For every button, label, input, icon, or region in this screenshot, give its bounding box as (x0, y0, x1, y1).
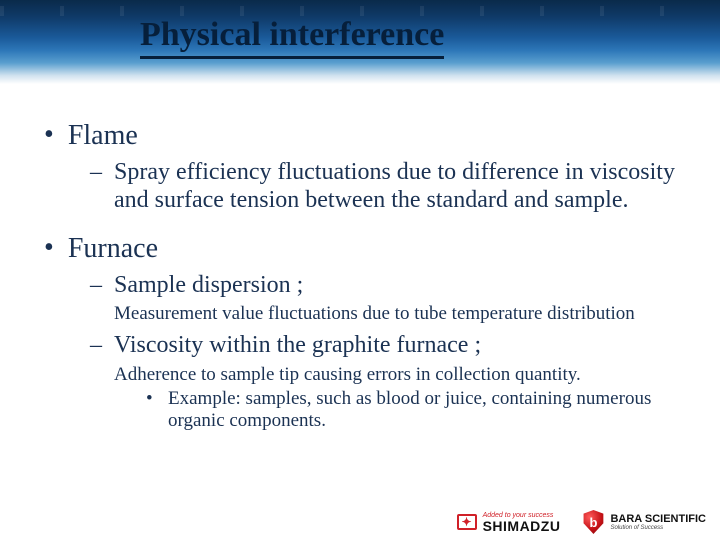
brand-tagline: Solution of Success (610, 525, 706, 531)
subitem-text: Spray efficiency fluctuations due to dif… (114, 158, 676, 215)
brand-name: SHIMADZU (483, 519, 561, 533)
shimadzu-logo-icon: ✦ (457, 514, 477, 530)
subitem-spray: – Spray efficiency fluctuations due to d… (90, 158, 676, 215)
brand-name: BARA SCIENTIFIC (610, 514, 706, 525)
slide-title: Physical interference (140, 16, 444, 59)
brand-shimadzu: ✦ Added to your success SHIMADZU (457, 512, 561, 533)
bullet-flame: • Flame (44, 120, 676, 152)
brand-text: BARA SCIENTIFIC Solution of Success (610, 514, 706, 531)
subitem-text: Viscosity within the graphite furnace ; (114, 331, 481, 359)
footer-brands: ✦ Added to your success SHIMADZU BARA SC… (457, 510, 706, 534)
dash-icon: – (90, 331, 104, 359)
slide-content: • Flame – Spray efficiency fluctuations … (0, 84, 720, 433)
brand-text: Added to your success SHIMADZU (483, 512, 561, 533)
example-viscosity: • Example: samples, such as blood or jui… (146, 388, 676, 433)
detail-viscosity: Adherence to sample tip causing errors i… (114, 364, 676, 386)
subitem-viscosity: – Viscosity within the graphite furnace … (90, 331, 676, 359)
bullet-dot-icon: • (146, 388, 158, 410)
dash-icon: – (90, 271, 104, 299)
bullet-dot-icon: • (44, 120, 54, 151)
subitem-text: Sample dispersion ; (114, 271, 303, 299)
header-band: Physical interference (0, 0, 720, 84)
dash-icon: – (90, 158, 104, 186)
bullet-furnace: • Furnace (44, 233, 676, 265)
subitem-dispersion: – Sample dispersion ; (90, 271, 676, 299)
bullet-dot-icon: • (44, 233, 54, 264)
bullet-label: Furnace (68, 233, 158, 265)
brand-bara: BARA SCIENTIFIC Solution of Success (582, 510, 706, 534)
example-text: Example: samples, such as blood or juice… (168, 388, 676, 433)
bullet-label: Flame (68, 120, 138, 152)
bara-logo-icon (582, 510, 604, 534)
detail-dispersion: Measurement value fluctuations due to tu… (114, 303, 676, 325)
